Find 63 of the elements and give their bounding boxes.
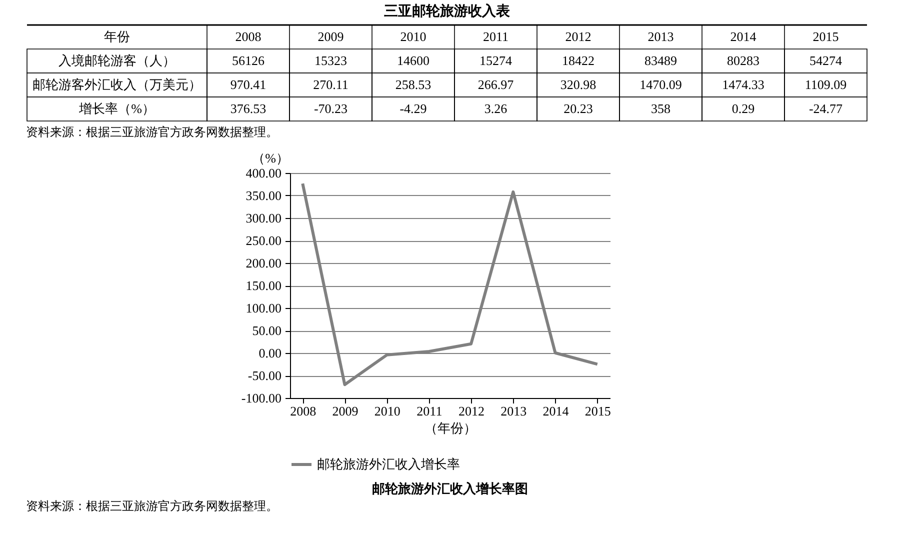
line-series	[301, 182, 599, 386]
x-tick-label: 2012	[565, 29, 592, 44]
data-label: 18422	[562, 53, 594, 68]
x-tick-label: 2011	[482, 29, 509, 44]
x-tick-label: 2011	[416, 404, 442, 418]
y-tick-label: 150.00	[246, 278, 282, 293]
y-tick-label: 400.00	[246, 166, 282, 180]
chart-title: 三亚邮轮旅游收入表	[384, 3, 511, 20]
x-tick-label: 2009	[318, 29, 344, 44]
data-label: 266.97	[478, 77, 514, 92]
text: 资料来源：根据三亚旅游官方政务网数据整理。	[26, 124, 279, 141]
x-tick-label: 2014	[730, 29, 757, 44]
data-label: 3.26	[484, 101, 508, 116]
y-tick-label: 200.00	[246, 256, 282, 270]
text: 资料来源：根据三亚旅游官方政务网数据整理。	[26, 498, 279, 515]
data-label: 14600	[397, 53, 430, 68]
data-label: 0.29	[732, 101, 755, 116]
text: 邮轮旅游外汇收入增长率图	[371, 480, 529, 498]
y-tick-label: 100.00	[246, 300, 282, 316]
y-tick-label: 0.00	[258, 346, 282, 360]
x-tick-label: 2015	[584, 404, 611, 418]
y-tick-label: -50.00	[248, 368, 282, 383]
data-label: -70.23	[314, 101, 348, 116]
data-label: 15323	[314, 53, 347, 68]
data-label: 1474.33	[722, 77, 764, 92]
y-tick-label: 350.00	[246, 188, 282, 203]
data-label: 970.41	[230, 77, 266, 92]
x-tick-label: 2013	[500, 404, 527, 418]
x-tick-label: 2012	[458, 404, 485, 418]
data-label: 270.11	[313, 77, 348, 92]
x-tick-label: 2014	[542, 404, 570, 418]
data-label: 56126	[232, 53, 265, 68]
data-label: 358	[651, 101, 670, 116]
data-label: -24.77	[808, 101, 844, 116]
data-label: 376.53	[230, 101, 266, 116]
data-label: 1109.09	[804, 77, 847, 92]
y-axis-title: （%）	[252, 150, 289, 166]
x-tick-label: 2009	[332, 404, 358, 418]
data-label: 258.53	[395, 77, 432, 92]
y-tick-label: 50.00	[252, 323, 282, 338]
data-label: 1470.09	[640, 77, 682, 92]
data-label: 15274	[480, 53, 512, 68]
x-tick-label: 2008	[290, 404, 316, 418]
y-tick-label: -100.00	[241, 390, 282, 406]
x-axis-title: （年份）	[424, 420, 476, 436]
x-tick-label: 2015	[812, 29, 839, 44]
y-tick-label: 入境邮轮游客（人）	[58, 53, 176, 68]
data-label: 80283	[727, 53, 760, 68]
x-axis-title: 年份	[104, 29, 130, 44]
y-tick-label: 250.00	[246, 233, 282, 248]
y-tick-label: 300.00	[246, 210, 282, 226]
data-label: 20.23	[564, 101, 593, 116]
x-tick-label: 2010	[400, 29, 426, 44]
x-tick-label: 2008	[235, 29, 262, 44]
x-tick-label: 2010	[374, 404, 400, 418]
data-label: 54274	[810, 53, 842, 68]
x-tick-label: 2013	[648, 29, 674, 44]
data-label: 83489	[644, 53, 677, 68]
y-tick-label: 增长率（%）	[78, 101, 155, 116]
data-label: 320.98	[560, 77, 596, 92]
data-label: -4.29	[400, 101, 427, 116]
legend-label: 邮轮旅游外汇收入增长率	[317, 456, 460, 472]
y-tick-label: 邮轮游客外汇收入（万美元）	[32, 77, 202, 92]
